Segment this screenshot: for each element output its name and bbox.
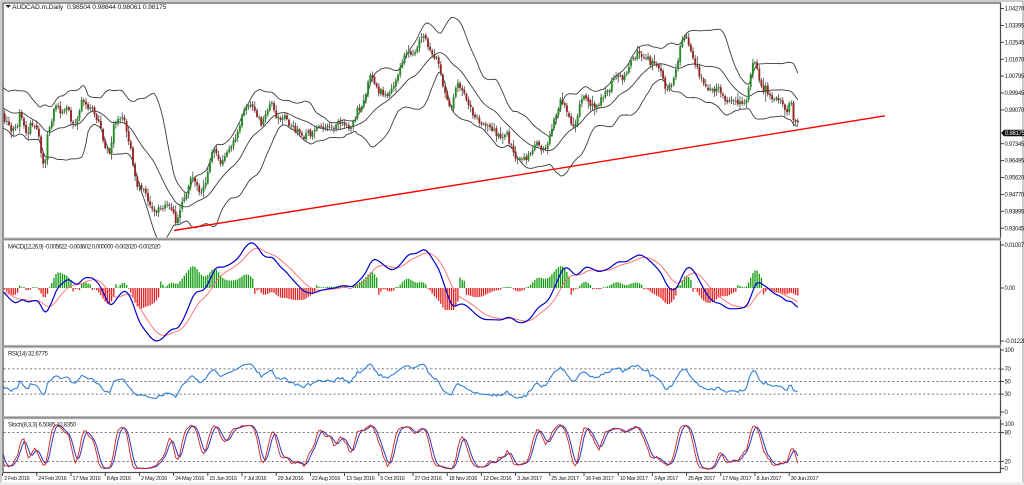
svg-text:18 Nov 2016: 18 Nov 2016 xyxy=(449,476,478,482)
svg-text:0.95620: 0.95620 xyxy=(1005,176,1024,182)
svg-text:1.00795: 1.00795 xyxy=(1005,74,1024,80)
svg-text:22 Aug 2016: 22 Aug 2016 xyxy=(312,476,340,482)
svg-text:100: 100 xyxy=(1005,348,1015,354)
svg-text:24 Feb 2016: 24 Feb 2016 xyxy=(38,476,66,482)
svg-text:0.93045: 0.93045 xyxy=(1005,226,1024,232)
svg-text:0.97345: 0.97345 xyxy=(1005,142,1024,148)
svg-text:29 Jul 2016: 29 Jul 2016 xyxy=(278,476,304,482)
svg-text:0.00: 0.00 xyxy=(1005,286,1016,292)
svg-text:0.99945: 0.99945 xyxy=(1005,91,1024,97)
svg-text:0.98504 0.98644 0.98061 0.9817: 0.98504 0.98644 0.98061 0.98175 xyxy=(67,4,167,11)
svg-text:27 Oct 2016: 27 Oct 2016 xyxy=(415,476,442,482)
svg-text:30 Jun 2017: 30 Jun 2017 xyxy=(791,476,819,482)
svg-text:5 Oct 2016: 5 Oct 2016 xyxy=(380,476,405,482)
svg-text:0.99070: 0.99070 xyxy=(1005,108,1024,114)
svg-text:20: 20 xyxy=(1005,460,1012,466)
svg-text:-0.012280: -0.012280 xyxy=(1005,339,1024,345)
svg-text:2 May 2016: 2 May 2016 xyxy=(141,476,167,482)
svg-text:100: 100 xyxy=(1005,422,1015,428)
svg-text:17 May 2017: 17 May 2017 xyxy=(722,476,751,482)
svg-text:AUDCAD.m,Daily: AUDCAD.m,Daily xyxy=(12,4,64,11)
svg-text:1.02545: 1.02545 xyxy=(1005,40,1024,46)
svg-text:0: 0 xyxy=(1005,467,1009,473)
svg-text:16 Feb 2017: 16 Feb 2017 xyxy=(586,476,614,482)
svg-text:0.94770: 0.94770 xyxy=(1005,193,1024,199)
svg-text:MACD(12,26,9) -0.005622 -0.003: MACD(12,26,9) -0.005622 -0.003602 0.0000… xyxy=(8,244,161,250)
svg-text:0.96495: 0.96495 xyxy=(1005,159,1024,165)
svg-text:17 Mar 2016: 17 Mar 2016 xyxy=(73,476,101,482)
svg-text:1.03395: 1.03395 xyxy=(1005,24,1024,30)
svg-text:50: 50 xyxy=(1005,380,1012,386)
svg-text:80: 80 xyxy=(1005,431,1012,437)
svg-text:13 Sep 2016: 13 Sep 2016 xyxy=(346,476,375,482)
svg-text:15 Jun 2016: 15 Jun 2016 xyxy=(209,476,237,482)
svg-text:30: 30 xyxy=(1005,392,1012,398)
svg-text:Stoch(8,3,3) 6.5085 10.8350: Stoch(8,3,3) 6.5085 10.8350 xyxy=(8,422,77,428)
svg-text:8 Jun 2017: 8 Jun 2017 xyxy=(757,476,782,482)
svg-text:12 Dec 2016: 12 Dec 2016 xyxy=(483,476,512,482)
svg-text:25 Jan 2017: 25 Jan 2017 xyxy=(551,476,579,482)
svg-text:24 May 2016: 24 May 2016 xyxy=(175,476,204,482)
svg-text:1.04270: 1.04270 xyxy=(1005,7,1024,13)
svg-text:3 Apr 2017: 3 Apr 2017 xyxy=(654,476,678,482)
svg-text:1.01670: 1.01670 xyxy=(1005,57,1024,63)
svg-text:7 Jul 2016: 7 Jul 2016 xyxy=(244,476,267,482)
svg-text:8 Apr 2016: 8 Apr 2016 xyxy=(107,476,131,482)
svg-text:RSI(14) 32.6775: RSI(14) 32.6775 xyxy=(8,351,48,357)
svg-text:2 Feb 2016: 2 Feb 2016 xyxy=(4,476,29,482)
svg-text:10 Mar 2017: 10 Mar 2017 xyxy=(620,476,648,482)
svg-text:0.010079: 0.010079 xyxy=(1005,243,1024,249)
svg-text:3 Jan 2017: 3 Jan 2017 xyxy=(517,476,542,482)
svg-text:0: 0 xyxy=(1005,410,1009,416)
svg-text:0.93895: 0.93895 xyxy=(1005,209,1024,215)
svg-text:25 Apr 2017: 25 Apr 2017 xyxy=(688,476,715,482)
svg-text:0.98175: 0.98175 xyxy=(1005,131,1024,137)
svg-text:70: 70 xyxy=(1005,367,1012,373)
